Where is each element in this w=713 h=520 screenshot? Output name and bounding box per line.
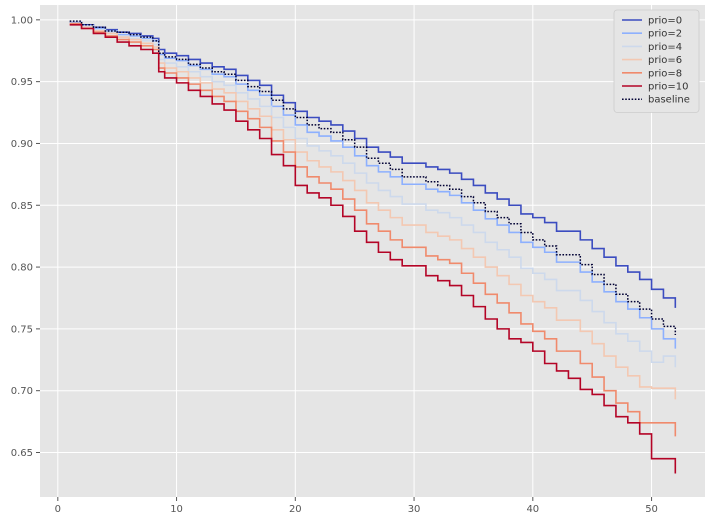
tick-layer: 0.65 0.70 0.75 0.80 0.85 0.90 0.95 1.00 0 10 20 30 4…	[11, 15, 658, 515]
legend-box	[613, 9, 700, 113]
plot-background	[40, 5, 705, 497]
x-tick-label: 20	[289, 504, 302, 515]
x-tick-label: 0	[55, 504, 61, 515]
series-line-prio-8	[69, 22, 677, 437]
legend-label: baseline	[648, 95, 690, 106]
y-tick-label: 0.85	[11, 201, 33, 212]
y-tick-label: 0.75	[11, 324, 33, 335]
x-tick-label: 10	[170, 504, 183, 515]
x-tick-label: 50	[645, 504, 658, 515]
legend: prio=0 prio=2 prio=4 prio=6 prio=8 prio=10 bas…	[613, 9, 700, 113]
legend-label: prio=0	[648, 16, 682, 27]
legend-label: prio=6	[648, 55, 682, 66]
series-line-baseline	[69, 20, 677, 336]
legend-label: prio=2	[648, 29, 682, 40]
legend-label: prio=10	[648, 82, 688, 93]
series-line-prio-6	[69, 22, 677, 400]
legend-label: prio=8	[648, 68, 682, 79]
y-tick-label: 0.80	[11, 263, 33, 274]
series-line-prio-0	[69, 21, 677, 308]
y-tick-label: 1.00	[11, 15, 33, 26]
y-tick-label: 0.95	[11, 77, 33, 88]
x-tick-label: 30	[408, 504, 421, 515]
series-layer	[69, 20, 677, 474]
y-tick-label: 0.70	[11, 386, 33, 397]
x-tick-label: 40	[526, 504, 539, 515]
series-line-prio-4	[69, 22, 677, 368]
y-tick-label: 0.90	[11, 139, 33, 150]
series-line-prio-10	[69, 23, 677, 474]
legend-label: prio=4	[648, 42, 682, 53]
grid-layer	[40, 5, 705, 497]
y-tick-label: 0.65	[11, 448, 33, 459]
